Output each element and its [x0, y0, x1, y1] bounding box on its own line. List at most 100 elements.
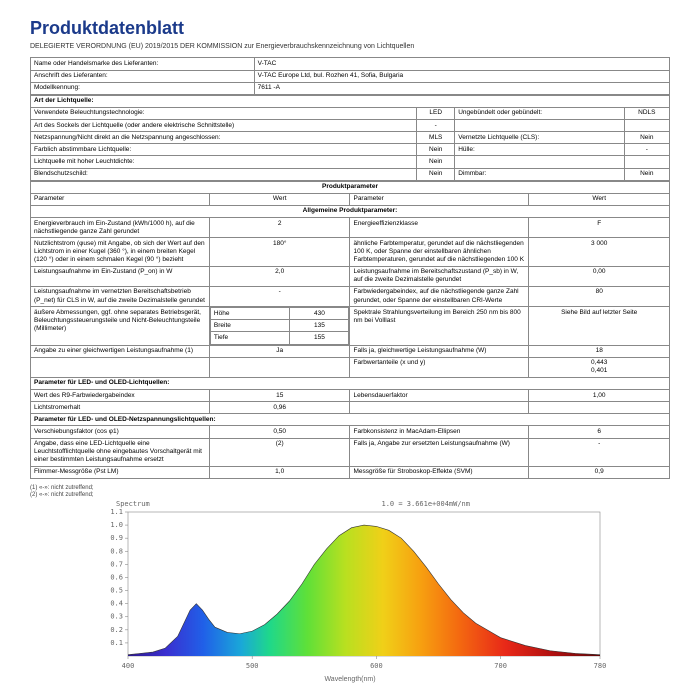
supplier-value: V-TAC — [254, 58, 669, 70]
value-cell: 180° — [209, 238, 350, 266]
value-cell: 0,50 — [209, 426, 350, 438]
sec1-table: Art der Lichtquelle: Verwendete Beleucht… — [30, 95, 670, 181]
value-cell: 6 — [529, 426, 670, 438]
value-cell: MLS — [417, 132, 455, 144]
param-cell: Blendschutzschild: — [31, 168, 417, 180]
svg-text:0.5: 0.5 — [110, 587, 123, 595]
param-cell: Angabe, dass eine LED-Lichtquelle eine L… — [31, 438, 210, 466]
address-label: Anschrift des Lieferanten: — [31, 70, 255, 82]
param-cell — [455, 156, 624, 168]
svg-text:700: 700 — [494, 662, 507, 670]
svg-text:0.8: 0.8 — [110, 547, 123, 555]
col-param1: Parameter — [31, 193, 210, 205]
value-cell — [624, 120, 669, 132]
header-table: Name oder Handelsmarke des Lieferanten: … — [30, 57, 670, 94]
value-cell: F — [529, 218, 670, 238]
svg-text:0.1: 0.1 — [110, 639, 123, 647]
param-cell: Falls ja, gleichwertige Leistungsaufnahm… — [350, 345, 529, 357]
value-cell: LED — [417, 107, 455, 119]
param-cell: Nutzlichtstrom (φuse) mit Angabe, ob sic… — [31, 238, 210, 266]
param-cell: Netzspannung/Nicht direkt an die Netzspa… — [31, 132, 417, 144]
value-cell: - — [529, 438, 670, 466]
spectrum-chart: Spectrum 1.0 = 3.661e+004mW/nm 0.10.20.3… — [90, 504, 610, 689]
param-cell — [31, 357, 210, 377]
value-cell: (2) — [209, 438, 350, 466]
dims-right-label: Spektrale Strahlungsverteilung im Bereic… — [350, 307, 529, 345]
footnote-2: (2) «-»: nicht zutreffend; — [30, 492, 670, 498]
param-cell: Hülle: — [455, 144, 624, 156]
svg-text:0.2: 0.2 — [110, 626, 123, 634]
sec2-head: Produktparameter — [31, 181, 670, 193]
param-cell: Vernetzte Lichtquelle (CLS): — [455, 132, 624, 144]
value-cell: - — [417, 120, 455, 132]
x-axis-label: Wavelength(nm) — [90, 676, 610, 683]
svg-text:500: 500 — [246, 662, 259, 670]
chart-caption: 1.0 = 3.661e+004mW/nm — [381, 500, 470, 508]
param-cell: Farbkonsistenz in MacAdam-Ellipsen — [350, 426, 529, 438]
svg-text:0.4: 0.4 — [110, 600, 123, 608]
param-cell: Wert des R9-Farbwiedergabeindex — [31, 390, 210, 402]
dims-right-val: Siehe Bild auf letzter Seite — [529, 307, 670, 345]
model-label: Modellkennung: — [31, 82, 255, 94]
value-cell: 0,443 0,401 — [529, 357, 670, 377]
param-cell: Lebensdauerfaktor — [350, 390, 529, 402]
value-cell: Nein — [624, 168, 669, 180]
svg-text:600: 600 — [370, 662, 383, 670]
col-param2: Parameter — [350, 193, 529, 205]
param-cell: Dimmbar: — [455, 168, 624, 180]
value-cell: NDLS — [624, 107, 669, 119]
value-cell — [209, 357, 350, 377]
value-cell: 2,0 — [209, 266, 350, 286]
param-cell: Farbwiedergabeindex, auf die nächstliege… — [350, 286, 529, 306]
sec2-table: Produktparameter Parameter Wert Paramete… — [30, 181, 670, 479]
value-cell: 0,96 — [209, 402, 350, 414]
value-cell: 18 — [529, 345, 670, 357]
param-cell: Energieverbrauch im Ein-Zustand (kWh/100… — [31, 218, 210, 238]
param-cell: Farblich abstimmbare Lichtquelle: — [31, 144, 417, 156]
param-cell: Lichtstromerhalt — [31, 402, 210, 414]
svg-text:780: 780 — [594, 662, 607, 670]
value-cell: 1,0 — [209, 466, 350, 478]
sec2-sub: Allgemeine Produktparameter: — [31, 205, 670, 217]
param-cell: ähnliche Farbtemperatur, gerundet auf di… — [350, 238, 529, 266]
param-cell: Messgröße für Stroboskop-Effekte (SVM) — [350, 466, 529, 478]
value-cell: 15 — [209, 390, 350, 402]
footnote-1: (1) «-»: nicht zutreffend; — [30, 485, 670, 491]
footnotes: (1) «-»: nicht zutreffend; (2) «-»: nich… — [30, 485, 670, 498]
svg-text:1.0: 1.0 — [110, 521, 123, 529]
value-cell — [529, 402, 670, 414]
address-value: V-TAC Europe Ltd, bul. Rozhen 41, Sofia,… — [254, 70, 669, 82]
value-cell: - — [209, 286, 350, 306]
value-cell: 80 — [529, 286, 670, 306]
value-cell: 0,00 — [529, 266, 670, 286]
param-cell: Leistungsaufnahme im Ein-Zustand (P_on) … — [31, 266, 210, 286]
sec4-head: Parameter für LED- und OLED-Netzspannung… — [31, 414, 670, 426]
param-cell: Art des Sockels der Lichtquelle (oder an… — [31, 120, 417, 132]
chart-title: Spectrum — [116, 500, 150, 508]
param-cell — [350, 402, 529, 414]
value-cell: Ja — [209, 345, 350, 357]
value-cell: 1,00 — [529, 390, 670, 402]
param-cell: Flimmer-Messgröße (Pst LM) — [31, 466, 210, 478]
value-cell: Nein — [417, 156, 455, 168]
sec3-head: Parameter für LED- und OLED-Lichtquellen… — [31, 377, 670, 389]
svg-text:0.7: 0.7 — [110, 560, 123, 568]
value-cell: Nein — [417, 168, 455, 180]
svg-text:0.3: 0.3 — [110, 613, 123, 621]
value-cell — [624, 156, 669, 168]
param-cell: Verwendete Beleuchtungstechnologie: — [31, 107, 417, 119]
sec1-head: Art der Lichtquelle: — [31, 95, 670, 107]
value-cell: 3 000 — [529, 238, 670, 266]
model-value: 7611 -A — [254, 82, 669, 94]
subtitle: DELEGIERTE VERORDNUNG (EU) 2019/2015 DER… — [30, 43, 670, 51]
param-cell: Ungebündelt oder gebündelt: — [455, 107, 624, 119]
svg-text:0.6: 0.6 — [110, 573, 123, 581]
value-cell: 0,9 — [529, 466, 670, 478]
param-cell: Verschiebungsfaktor (cos φ1) — [31, 426, 210, 438]
param-cell: Lichtquelle mit hoher Leuchtdichte: — [31, 156, 417, 168]
svg-text:1.1: 1.1 — [110, 508, 123, 516]
value-cell: Nein — [417, 144, 455, 156]
param-cell: Leistungsaufnahme im vernetzten Bereitsc… — [31, 286, 210, 306]
svg-text:0.9: 0.9 — [110, 534, 123, 542]
spectrum-svg: 0.10.20.30.40.50.60.70.80.91.01.14005006… — [90, 504, 610, 674]
